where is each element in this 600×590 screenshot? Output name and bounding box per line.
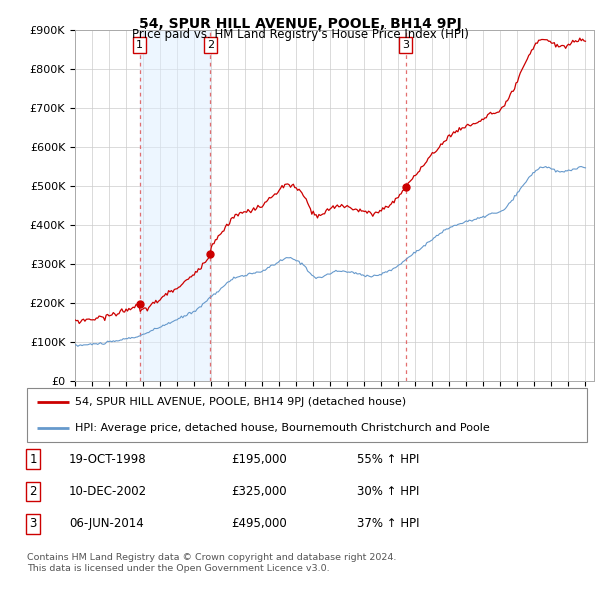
Text: Price paid vs. HM Land Registry's House Price Index (HPI): Price paid vs. HM Land Registry's House … xyxy=(131,28,469,41)
Text: Contains HM Land Registry data © Crown copyright and database right 2024.: Contains HM Land Registry data © Crown c… xyxy=(27,553,397,562)
Text: £325,000: £325,000 xyxy=(231,485,287,498)
Text: HPI: Average price, detached house, Bournemouth Christchurch and Poole: HPI: Average price, detached house, Bour… xyxy=(74,422,490,432)
Text: £195,000: £195,000 xyxy=(231,453,287,466)
Text: 06-JUN-2014: 06-JUN-2014 xyxy=(69,517,144,530)
Text: 3: 3 xyxy=(402,40,409,50)
Text: 2: 2 xyxy=(29,485,37,498)
Text: 54, SPUR HILL AVENUE, POOLE, BH14 9PJ: 54, SPUR HILL AVENUE, POOLE, BH14 9PJ xyxy=(139,17,461,31)
Text: 10-DEC-2002: 10-DEC-2002 xyxy=(69,485,147,498)
Text: 54, SPUR HILL AVENUE, POOLE, BH14 9PJ (detached house): 54, SPUR HILL AVENUE, POOLE, BH14 9PJ (d… xyxy=(74,398,406,408)
Text: 1: 1 xyxy=(136,40,143,50)
Text: This data is licensed under the Open Government Licence v3.0.: This data is licensed under the Open Gov… xyxy=(27,565,329,573)
Text: 1: 1 xyxy=(29,453,37,466)
Text: 30% ↑ HPI: 30% ↑ HPI xyxy=(357,485,419,498)
Text: 2: 2 xyxy=(207,40,214,50)
Text: 19-OCT-1998: 19-OCT-1998 xyxy=(69,453,146,466)
FancyBboxPatch shape xyxy=(27,388,587,442)
Text: 55% ↑ HPI: 55% ↑ HPI xyxy=(357,453,419,466)
Text: £495,000: £495,000 xyxy=(231,517,287,530)
Text: 3: 3 xyxy=(29,517,37,530)
Text: 37% ↑ HPI: 37% ↑ HPI xyxy=(357,517,419,530)
